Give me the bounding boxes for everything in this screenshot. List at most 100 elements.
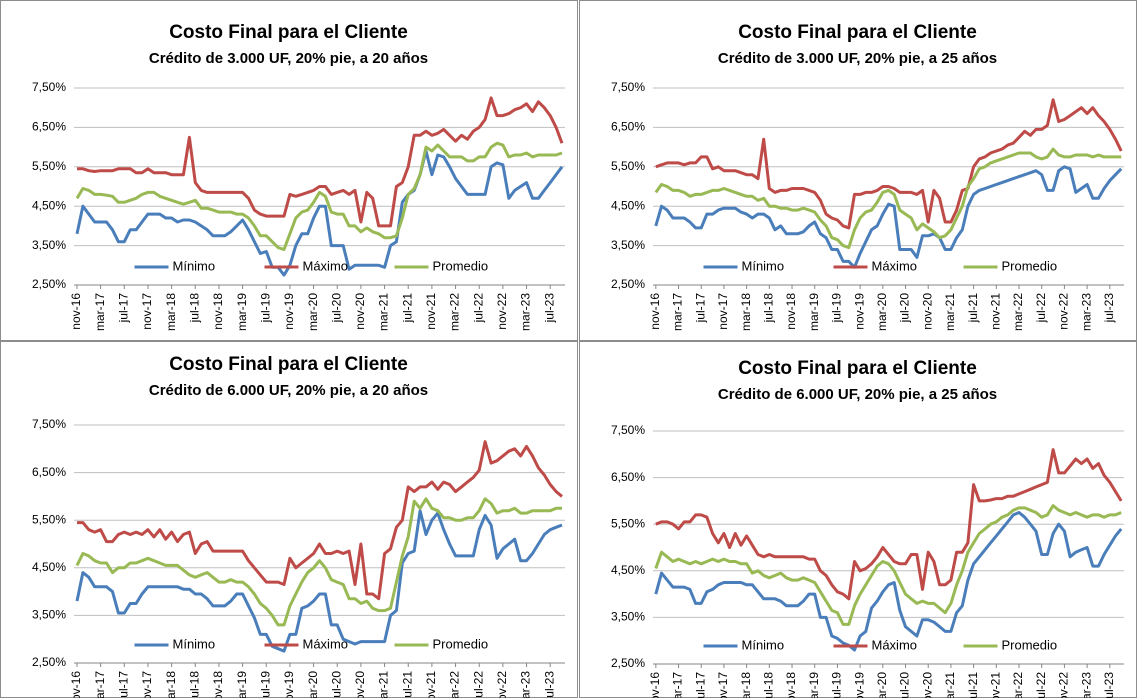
x-tick-label: nov-18 xyxy=(784,672,798,698)
y-tick-label: 6,50% xyxy=(611,470,645,484)
x-tick-label: nov-16 xyxy=(648,672,662,698)
x-tick-label: jul-21 xyxy=(400,671,414,698)
x-tick-label: mar-19 xyxy=(807,293,821,331)
x-tick-label: nov-19 xyxy=(282,293,296,330)
x-tick-label: jul-20 xyxy=(329,671,343,698)
x-tick-label: nov-19 xyxy=(852,293,866,330)
x-tick-label: nov-22 xyxy=(495,293,509,330)
x-tick-label: jul-20 xyxy=(329,293,343,324)
legend-label: Mínimo xyxy=(742,258,785,273)
data-line xyxy=(654,504,1122,626)
x-tick-label: jul-17 xyxy=(693,672,707,698)
x-tick-label: nov-21 xyxy=(988,293,1002,330)
chart-panel: Costo Final para el Cliente Crédito de 6.… xyxy=(579,341,1137,698)
x-tick-label: mar-20 xyxy=(875,293,889,331)
x-tick-label: mar-22 xyxy=(1011,672,1025,698)
x-tick-label: nov-17 xyxy=(716,293,730,330)
x-tick-label: mar-23 xyxy=(1079,293,1093,331)
y-tick-label: 5,50% xyxy=(611,159,645,173)
x-tick-label: nov-17 xyxy=(716,672,730,698)
x-tick-label: mar-22 xyxy=(1011,293,1025,331)
x-tick-label: mar-17 xyxy=(93,293,107,331)
data-line xyxy=(654,147,1122,250)
y-tick-label: 3,50% xyxy=(32,238,66,252)
x-tick-label: jul-17 xyxy=(693,293,707,324)
x-tick-label: mar-18 xyxy=(164,671,178,698)
x-tick-label: mar-22 xyxy=(448,293,462,331)
y-tick-label: 2,50% xyxy=(611,277,645,291)
y-tick-label: 7,50% xyxy=(32,80,66,94)
chart-subtitle: Crédito de 3.000 UF, 20% pie, a 20 años xyxy=(149,50,428,67)
y-tick-label: 3,50% xyxy=(32,608,66,622)
y-tick-label: 4,50% xyxy=(32,198,66,212)
legend-label: Máximo xyxy=(303,636,349,651)
x-tick-label: jul-22 xyxy=(1034,672,1048,698)
y-tick-label: 3,50% xyxy=(611,238,645,252)
x-tick-label: nov-21 xyxy=(424,671,438,698)
x-tick-label: jul-23 xyxy=(542,293,556,324)
chart-subtitle: Crédito de 6.000 UF, 20% pie, a 20 años xyxy=(149,382,428,399)
x-tick-label: jul-18 xyxy=(762,293,776,324)
x-tick-label: jul-17 xyxy=(116,671,130,698)
x-tick-label: nov-20 xyxy=(920,672,934,698)
legend-label: Máximo xyxy=(303,258,349,273)
legend-label: Mínimo xyxy=(742,637,785,652)
chart-title: Costo Final para el Cliente xyxy=(738,22,977,43)
chart-title: Costo Final para el Cliente xyxy=(738,358,977,379)
y-tick-label: 2,50% xyxy=(32,277,66,291)
legend-label: Promedio xyxy=(433,636,489,651)
y-tick-label: 3,50% xyxy=(611,610,645,624)
chart-panel: Costo Final para el Cliente Crédito de 3.… xyxy=(0,0,578,341)
legend-label: Mínimo xyxy=(173,258,216,273)
x-tick-label: mar-17 xyxy=(671,293,685,331)
x-tick-label: nov-20 xyxy=(920,293,934,330)
data-line xyxy=(75,509,563,653)
x-tick-label: mar-21 xyxy=(377,293,391,331)
x-tick-label: mar-20 xyxy=(875,672,889,698)
panel-border xyxy=(0,0,578,341)
y-tick-label: 2,50% xyxy=(32,655,66,669)
y-tick-label: 5,50% xyxy=(32,512,66,526)
x-tick-label: mar-17 xyxy=(93,671,107,698)
y-tick-label: 6,50% xyxy=(32,120,66,134)
y-tick-label: 2,50% xyxy=(611,656,645,670)
data-line xyxy=(77,440,563,601)
x-tick-label: nov-17 xyxy=(140,671,154,698)
x-tick-label: jul-21 xyxy=(400,293,414,324)
x-tick-label: jul-22 xyxy=(471,293,485,324)
x-tick-label: mar-18 xyxy=(739,672,753,698)
y-tick-label: 7,50% xyxy=(611,423,645,437)
chart-subtitle: Crédito de 3.000 UF, 20% pie, a 25 años xyxy=(718,50,997,67)
x-tick-label: mar-21 xyxy=(943,672,957,698)
legend-label: Promedio xyxy=(1002,637,1058,652)
y-tick-label: 4,50% xyxy=(611,563,645,577)
x-tick-label: mar-23 xyxy=(519,293,533,331)
x-tick-label: jul-23 xyxy=(1102,293,1116,324)
data-line xyxy=(655,448,1123,601)
legend-label: Promedio xyxy=(433,258,489,273)
x-tick-label: nov-21 xyxy=(424,293,438,330)
x-tick-label: mar-21 xyxy=(943,293,957,331)
chart-panel: Costo Final para el Cliente Crédito de 3.… xyxy=(579,0,1137,341)
x-tick-label: nov-16 xyxy=(69,671,83,698)
y-tick-label: 4,50% xyxy=(32,560,66,574)
x-tick-label: mar-23 xyxy=(519,671,533,698)
x-tick-label: nov-19 xyxy=(852,672,866,698)
x-tick-label: jul-20 xyxy=(898,293,912,324)
x-tick-label: nov-20 xyxy=(353,293,367,330)
x-tick-label: mar-19 xyxy=(235,293,249,331)
x-tick-label: jul-18 xyxy=(762,672,776,698)
x-tick-label: mar-23 xyxy=(1079,672,1093,698)
y-tick-label: 5,50% xyxy=(611,516,645,530)
x-tick-label: jul-23 xyxy=(542,671,556,698)
x-tick-label: jul-18 xyxy=(187,293,201,324)
x-tick-label: nov-18 xyxy=(211,293,225,330)
x-tick-label: mar-17 xyxy=(671,672,685,698)
x-tick-label: mar-20 xyxy=(306,293,320,331)
y-tick-label: 5,50% xyxy=(32,159,66,173)
x-tick-label: jul-22 xyxy=(1034,293,1048,324)
data-line xyxy=(655,98,1123,230)
x-tick-label: mar-22 xyxy=(448,671,462,698)
x-tick-label: jul-19 xyxy=(258,671,272,698)
